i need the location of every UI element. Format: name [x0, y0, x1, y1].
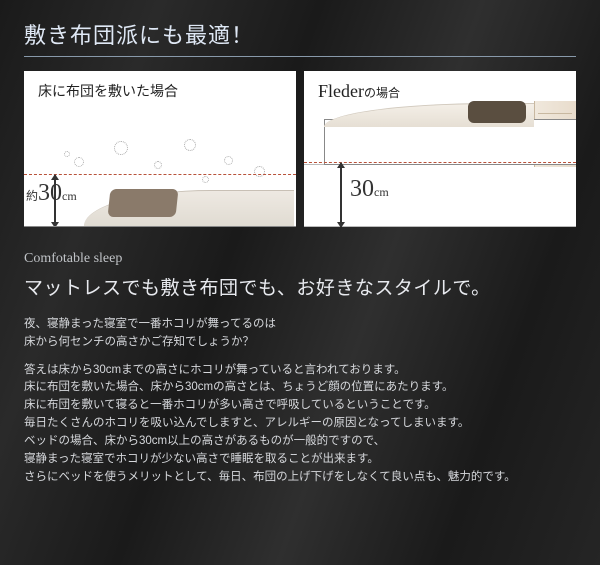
subtitle-text: マットレスでも敷き布団でも、お好きなスタイルで。 — [24, 273, 576, 300]
dust-particle-icon — [114, 141, 128, 155]
body-line: 床から何センチの高さかご存知でしょうか？ — [24, 334, 576, 352]
brand-name: Fleder — [318, 81, 364, 101]
body-line: 毎日たくさんのホコリを吸い込んでしますと、アレルギーの原因となってしまいます。 — [24, 415, 576, 433]
height-unit: cm — [374, 185, 389, 199]
dust-particle-icon — [224, 156, 233, 165]
body-copy: 夜、寝静まった寝室で一番ホコリが舞ってるのは 床から何センチの高さかご存知でしょ… — [24, 316, 576, 486]
body-line: 夜、寝静まった寝室で一番ホコリが舞ってるのは — [24, 316, 576, 334]
body-line: 床に布団を敷いて寝ると一番ホコリが多い高さで呼吸しているということです。 — [24, 397, 576, 415]
body-line: ベッドの場合、床から30cm以上の高さがあるものが一般的ですので、 — [24, 433, 576, 451]
dust-particle-icon — [202, 176, 209, 183]
panel-left-title: 床に布団を敷いた場合 — [38, 81, 282, 101]
height-label-left: 約30cm — [26, 180, 77, 207]
floor-line — [24, 226, 296, 227]
body-line: 寝静まった寝室でホコリが少ない高さで睡眠を取ることが出来ます。 — [24, 451, 576, 469]
title-underline — [24, 56, 576, 57]
right-illustration: 30cm — [304, 103, 576, 227]
height-prefix: 約 — [26, 189, 38, 203]
height-label-right: 30cm — [350, 176, 389, 203]
dust-particle-icon — [64, 151, 70, 157]
body-line: さらにベッドを使うメリットとして、毎日、布団の上げ下げをしなくて良い点も、魅力的… — [24, 469, 576, 487]
height-unit: cm — [62, 189, 77, 203]
comparison-panels: 床に布団を敷いた場合 約30cm — [24, 71, 576, 227]
dust-particle-icon — [184, 139, 196, 151]
dust-particle-icon — [74, 157, 84, 167]
height-value: 30 — [350, 176, 374, 202]
dust-particle-icon — [254, 166, 265, 177]
pillow-shape — [468, 101, 526, 123]
infographic-container: 敷き布団派にも最適！ 床に布団を敷いた場合 約30cm — [0, 0, 600, 504]
height-arrow-icon — [340, 163, 342, 227]
panel-fleder-bed: Flederの場合 30cm — [304, 71, 576, 227]
left-illustration: 約30cm — [24, 117, 296, 227]
dust-particle-icon — [154, 161, 162, 169]
pillow-shape — [108, 189, 179, 217]
body-line: 床に布団を敷いた場合、床から30cmの高さとは、ちょうど顔の位置にあたります。 — [24, 379, 576, 397]
eyebrow-text: Comfotable sleep — [24, 251, 576, 267]
shelf-line — [538, 113, 572, 114]
dust-height-line — [24, 174, 296, 175]
brand-suffix: の場合 — [364, 86, 400, 100]
height-value: 30 — [38, 180, 62, 206]
panel-right-title: Flederの場合 — [318, 81, 562, 102]
body-line: 答えは床から30cmまでの高さにホコリが舞っていると言われております。 — [24, 362, 576, 380]
panel-futon-on-floor: 床に布団を敷いた場合 約30cm — [24, 71, 296, 227]
main-title: 敷き布団派にも最適！ — [24, 18, 576, 50]
